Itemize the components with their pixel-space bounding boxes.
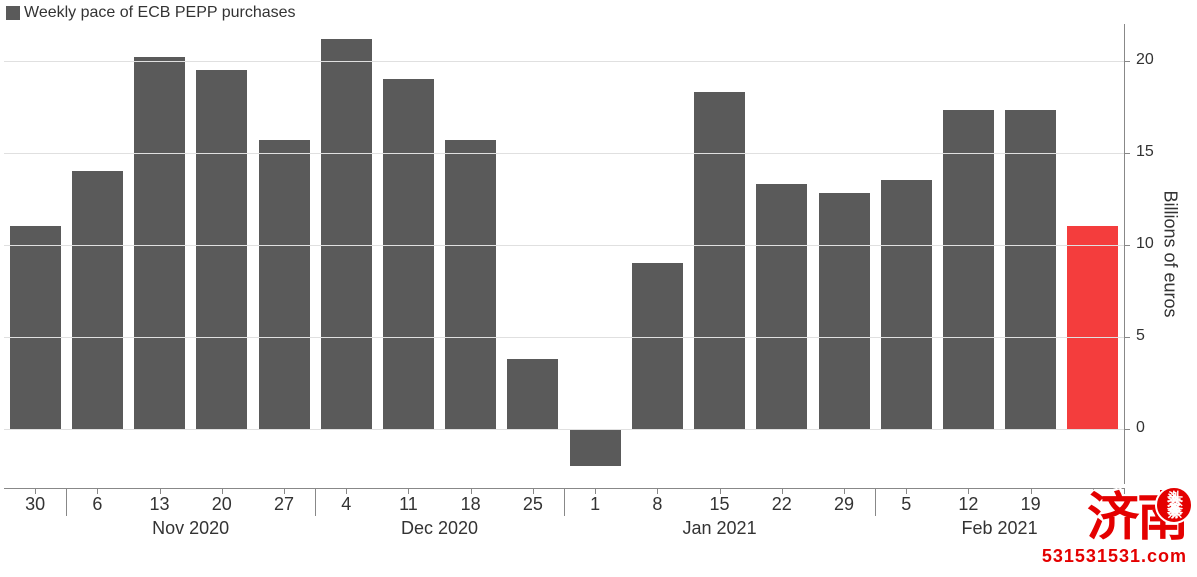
grid-line [4,153,1124,154]
x-tick-label: 30 [25,494,45,515]
y-tick-label: 15 [1136,143,1176,161]
x-tick-label: 27 [274,494,294,515]
chart-container: Weekly pace of ECB PEPP purchases 051015… [0,0,1197,577]
bar [507,359,558,429]
x-tick-label: 6 [92,494,102,515]
x-group-label: Nov 2020 [152,518,229,539]
y-tick [1124,245,1130,246]
x-tick-label: 11 [399,494,418,515]
y-axis-line [1124,24,1125,484]
bar [1067,226,1118,428]
bar [632,263,683,429]
bar [570,429,621,466]
y-tick [1124,61,1130,62]
x-group-label: Dec 2020 [401,518,478,539]
x-tick-label: 22 [772,494,792,515]
y-axis-title: Billions of euros [1160,190,1181,317]
legend-label: Weekly pace of ECB PEPP purchases [24,4,296,22]
bar [881,180,932,428]
bar [756,184,807,429]
bar [445,140,496,429]
legend: Weekly pace of ECB PEPP purchases [6,4,296,22]
bar [819,193,870,429]
bar [134,57,185,429]
legend-swatch [6,6,20,20]
bar [943,110,994,428]
bars-layer [4,24,1124,484]
y-tick [1124,429,1130,430]
x-tick-label: 8 [652,494,662,515]
bar [1005,110,1056,428]
bar [10,226,61,428]
x-group-tick [1124,488,1125,516]
watermark-badge: 头 条 [1155,486,1193,524]
x-tick-label: 15 [710,494,730,515]
x-group-tick [564,488,565,516]
x-tick-label: 20 [212,494,232,515]
baseline [4,429,1124,430]
x-group-label: Feb 2021 [962,518,1038,539]
x-tick-label: 1 [590,494,600,515]
bar [383,79,434,429]
x-group-tick [66,488,67,516]
x-tick-label: 25 [523,494,543,515]
bar [694,92,745,429]
bar [321,39,372,429]
x-tick-label: 13 [150,494,170,515]
x-tick-label: 4 [341,494,351,515]
bar [259,140,310,429]
x-tick-label: 12 [958,494,978,515]
x-group-label: Jan 2021 [683,518,757,539]
y-tick-label: 20 [1136,51,1176,69]
y-tick-label: 5 [1136,327,1176,345]
y-tick-label: 0 [1136,419,1176,437]
grid-line [4,61,1124,62]
bar [72,171,123,429]
x-tick-label: 19 [1021,494,1041,515]
y-tick [1124,337,1130,338]
bar [196,70,247,429]
grid-line [4,337,1124,338]
x-tick [1093,488,1094,494]
x-group-tick [315,488,316,516]
x-tick-label: 29 [834,494,854,515]
grid-line [4,245,1124,246]
x-tick-label: 18 [461,494,481,515]
x-tick-label: 5 [901,494,911,515]
y-tick [1124,153,1130,154]
plot-area [4,24,1124,484]
x-axis: 30613202741118251815222951219Nov 2020Dec… [4,488,1124,568]
x-group-tick [875,488,876,516]
